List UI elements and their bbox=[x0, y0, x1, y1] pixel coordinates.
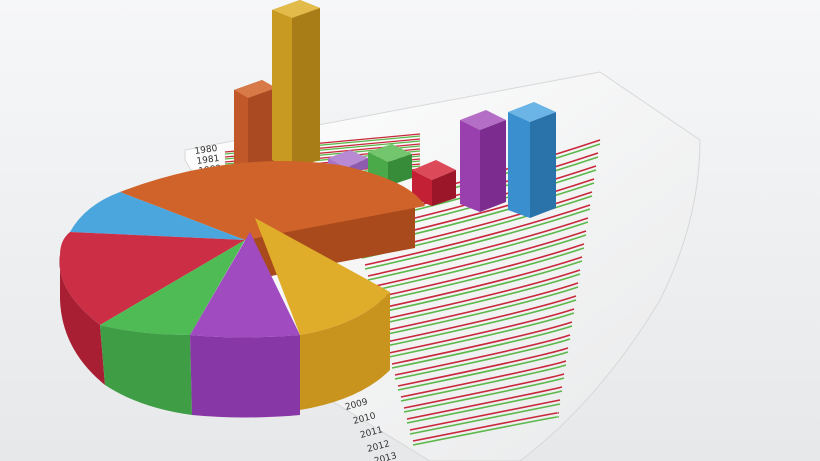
chart-line bbox=[406, 386, 563, 420]
bar-gold bbox=[272, 0, 320, 168]
pie-slice-purple bbox=[190, 232, 300, 338]
chart-line bbox=[385, 299, 577, 347]
chart-line bbox=[394, 338, 571, 380]
chart-line bbox=[367, 221, 589, 281]
chart-line bbox=[370, 230, 587, 288]
chart-line bbox=[406, 390, 563, 424]
chart-line bbox=[376, 260, 583, 314]
chart-line bbox=[400, 364, 567, 402]
chart-line bbox=[373, 247, 585, 303]
chart-line bbox=[403, 377, 565, 413]
chart-line bbox=[376, 256, 583, 310]
chart-line bbox=[400, 360, 567, 398]
chart-line bbox=[373, 243, 585, 299]
year-label: 2013 bbox=[373, 451, 398, 461]
pie-3d bbox=[59, 161, 425, 418]
pie-slice-red-side bbox=[59, 255, 105, 385]
chart-line bbox=[394, 334, 571, 376]
pie-slice-red bbox=[59, 232, 245, 325]
year-label: 1981 bbox=[196, 154, 220, 167]
chart-line bbox=[412, 416, 559, 446]
chart-line bbox=[382, 286, 579, 336]
pie-slice-yellow-side bbox=[300, 292, 390, 410]
chart-line bbox=[364, 204, 591, 266]
chart-line bbox=[409, 399, 561, 431]
chart-line bbox=[397, 351, 569, 391]
pie-slice-green bbox=[100, 240, 245, 335]
chart-line bbox=[382, 282, 579, 332]
pie-slice-orange-top bbox=[120, 161, 425, 240]
chart-line bbox=[388, 308, 575, 354]
chart-line bbox=[412, 412, 559, 442]
chart-line bbox=[370, 234, 587, 292]
chart-line bbox=[388, 312, 575, 358]
bar-blue bbox=[508, 102, 556, 218]
chart-line bbox=[364, 208, 591, 270]
year-label: 1980 bbox=[194, 144, 218, 157]
chart-line bbox=[385, 295, 577, 343]
chart-line bbox=[403, 373, 565, 409]
chart-line bbox=[391, 321, 573, 365]
chart-line bbox=[379, 269, 581, 321]
pie-slice-blue bbox=[70, 192, 245, 240]
chart-line bbox=[397, 347, 569, 387]
pie-slice-green-side bbox=[100, 325, 192, 415]
chart-line bbox=[367, 217, 589, 277]
bar-purple bbox=[460, 110, 506, 212]
chart-line bbox=[391, 325, 573, 369]
pie-slice-yellow bbox=[255, 218, 390, 335]
pie-slice-purple-side bbox=[190, 335, 300, 418]
bar-orange bbox=[234, 80, 276, 172]
chart-line bbox=[379, 273, 581, 325]
chart-line bbox=[409, 403, 561, 435]
